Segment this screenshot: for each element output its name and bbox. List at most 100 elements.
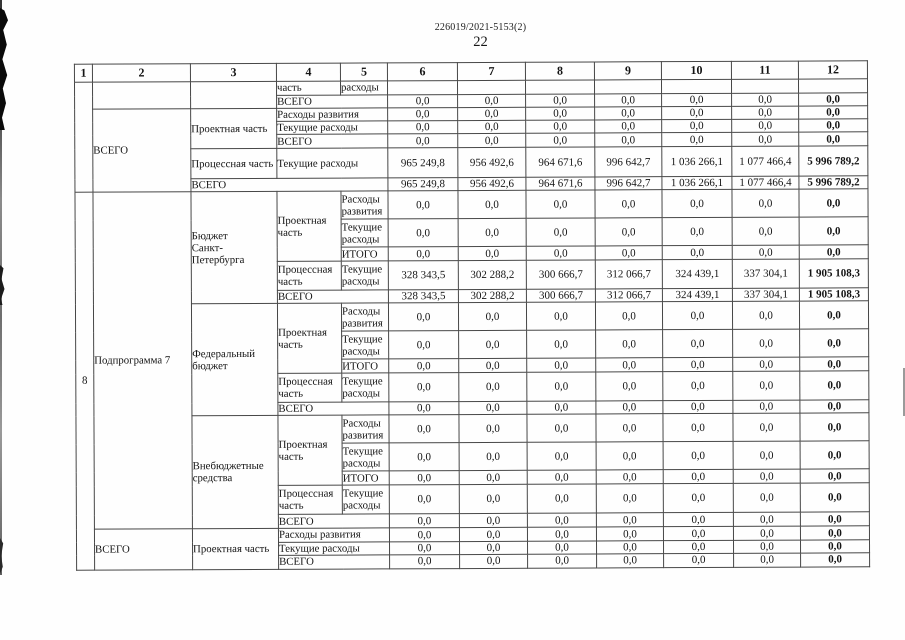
value-cell: 0,0	[525, 190, 596, 219]
value-cell: 0,0	[457, 94, 526, 108]
value-cell: 0,0	[525, 93, 595, 108]
value-cell: 0,0	[595, 330, 663, 359]
row-label: ИТОГО	[341, 247, 389, 262]
value-cell: 324 439,1	[662, 288, 733, 303]
value-cell: 0,0	[663, 539, 734, 554]
value-cell: 0,0	[732, 357, 800, 372]
document-header: 226019/2021-5153(2) 22	[0, 22, 905, 51]
value-cell: 312 066,7	[595, 288, 663, 303]
value-cell: 964 671,6	[525, 147, 595, 178]
value-cell: 0,0	[663, 441, 734, 471]
value-cell: 0,0	[732, 400, 800, 414]
value-cell: 0,0	[458, 358, 527, 373]
value-cell: 0,0	[388, 302, 459, 332]
value-cell: 302 288,2	[458, 289, 527, 303]
value-cell: 0,0	[731, 119, 799, 133]
value-cell: 0,0	[457, 190, 527, 219]
value-cell: 0,0	[662, 301, 733, 331]
empty-cell	[74, 82, 93, 193]
value-cell: 0,0	[526, 218, 596, 247]
empty-cell	[798, 78, 868, 94]
value-cell: 0,0	[459, 470, 528, 486]
row-label: Расходы развития	[340, 191, 389, 220]
row-label: Расходы развития	[278, 528, 390, 542]
table-row: Внебюджетные средства Проектная часть Расх…	[76, 413, 870, 530]
row-label: ВСЕГО	[276, 134, 388, 149]
row-label: Текущие расходы	[341, 219, 389, 248]
empty-cell	[387, 80, 458, 95]
empty-cell	[731, 79, 799, 94]
value-cell: 0,0	[459, 553, 528, 569]
row-label: ИТОГО	[342, 471, 390, 486]
value-cell: 0,0	[596, 484, 664, 514]
row-label: Проектная часть	[190, 108, 277, 149]
value-cell: 0,0	[458, 302, 527, 331]
value-cell: 0,0	[527, 442, 597, 471]
row-label: Текущие расходы	[341, 331, 389, 360]
value-cell-total: 0,0	[800, 512, 870, 527]
value-cell: 0,0	[526, 358, 596, 373]
value-cell: 0,0	[594, 132, 662, 148]
value-cell: 337 304,1	[732, 259, 800, 289]
value-cell: 0,0	[526, 414, 597, 443]
value-cell: 0,0	[733, 512, 801, 527]
value-cell: 337 304,1	[732, 288, 800, 302]
row-label: Подпрограмма 7	[92, 192, 193, 530]
value-cell: 0,0	[458, 401, 527, 416]
row-label: расходы	[340, 80, 388, 96]
value-cell: 312 066,7	[595, 259, 663, 290]
value-cell: 1 036 266,1	[661, 176, 732, 190]
value-cell: 0,0	[387, 94, 458, 108]
value-cell: 0,0	[458, 414, 528, 444]
empty-cell	[525, 79, 595, 95]
empty-cell	[594, 79, 662, 94]
value-cell: 0,0	[731, 93, 799, 107]
value-cell: 0,0	[459, 527, 528, 542]
value-cell: 0,0	[457, 107, 526, 121]
row-label: ВСЕГО	[277, 290, 389, 304]
value-cell: 0,0	[387, 120, 458, 135]
value-cell: 0,0	[594, 189, 663, 219]
row-label: Процессная часть	[278, 485, 343, 515]
value-cell: 0,0	[388, 218, 459, 248]
column-header: 7	[457, 62, 526, 81]
value-cell-total: 0,0	[798, 105, 868, 120]
value-cell: 0,0	[458, 330, 527, 359]
value-cell: 0,0	[525, 120, 595, 134]
value-cell: 328 343,5	[388, 260, 459, 291]
row-label: Бюджет Санкт- Петербурга	[190, 191, 278, 305]
row-label: ИТОГО	[341, 359, 389, 374]
row-label: Проектная часть	[276, 191, 342, 262]
value-cell: 0,0	[733, 469, 801, 484]
value-cell: 0,0	[662, 400, 733, 415]
value-cell: 0,0	[388, 415, 460, 444]
value-cell: 0,0	[458, 246, 527, 261]
value-cell: 0,0	[595, 302, 663, 331]
value-cell: 0,0	[388, 401, 459, 416]
page-number: 22	[473, 34, 488, 50]
row-label: Проектная часть	[192, 528, 279, 570]
value-cell-total: 0,0	[799, 301, 869, 330]
column-header: 5	[340, 62, 388, 82]
value-cell: 1 077 466,4	[731, 176, 799, 190]
value-cell-total: 0,0	[800, 526, 870, 540]
row-label: ВСЕГО	[92, 108, 191, 193]
value-cell: 0,0	[596, 553, 664, 568]
value-cell: 0,0	[387, 133, 458, 149]
row-label: Внебюджетные средства	[191, 415, 279, 530]
value-cell: 0,0	[662, 371, 733, 402]
empty-cell	[190, 81, 277, 109]
value-cell: 0,0	[661, 93, 732, 107]
value-cell: 0,0	[596, 527, 664, 541]
value-cell: 0,0	[457, 120, 526, 134]
value-cell: 0,0	[595, 401, 663, 415]
value-cell: 0,0	[663, 469, 734, 485]
value-cell-total: 0,0	[800, 539, 870, 553]
column-header: 6	[387, 62, 458, 81]
row-label: часть	[276, 81, 341, 96]
row-label: ВСЕГО	[278, 514, 390, 529]
value-cell-total: 5 996 789,2	[798, 146, 868, 177]
value-cell: 0,0	[526, 330, 596, 359]
value-cell: 0,0	[731, 189, 800, 218]
value-cell: 0,0	[663, 552, 734, 568]
